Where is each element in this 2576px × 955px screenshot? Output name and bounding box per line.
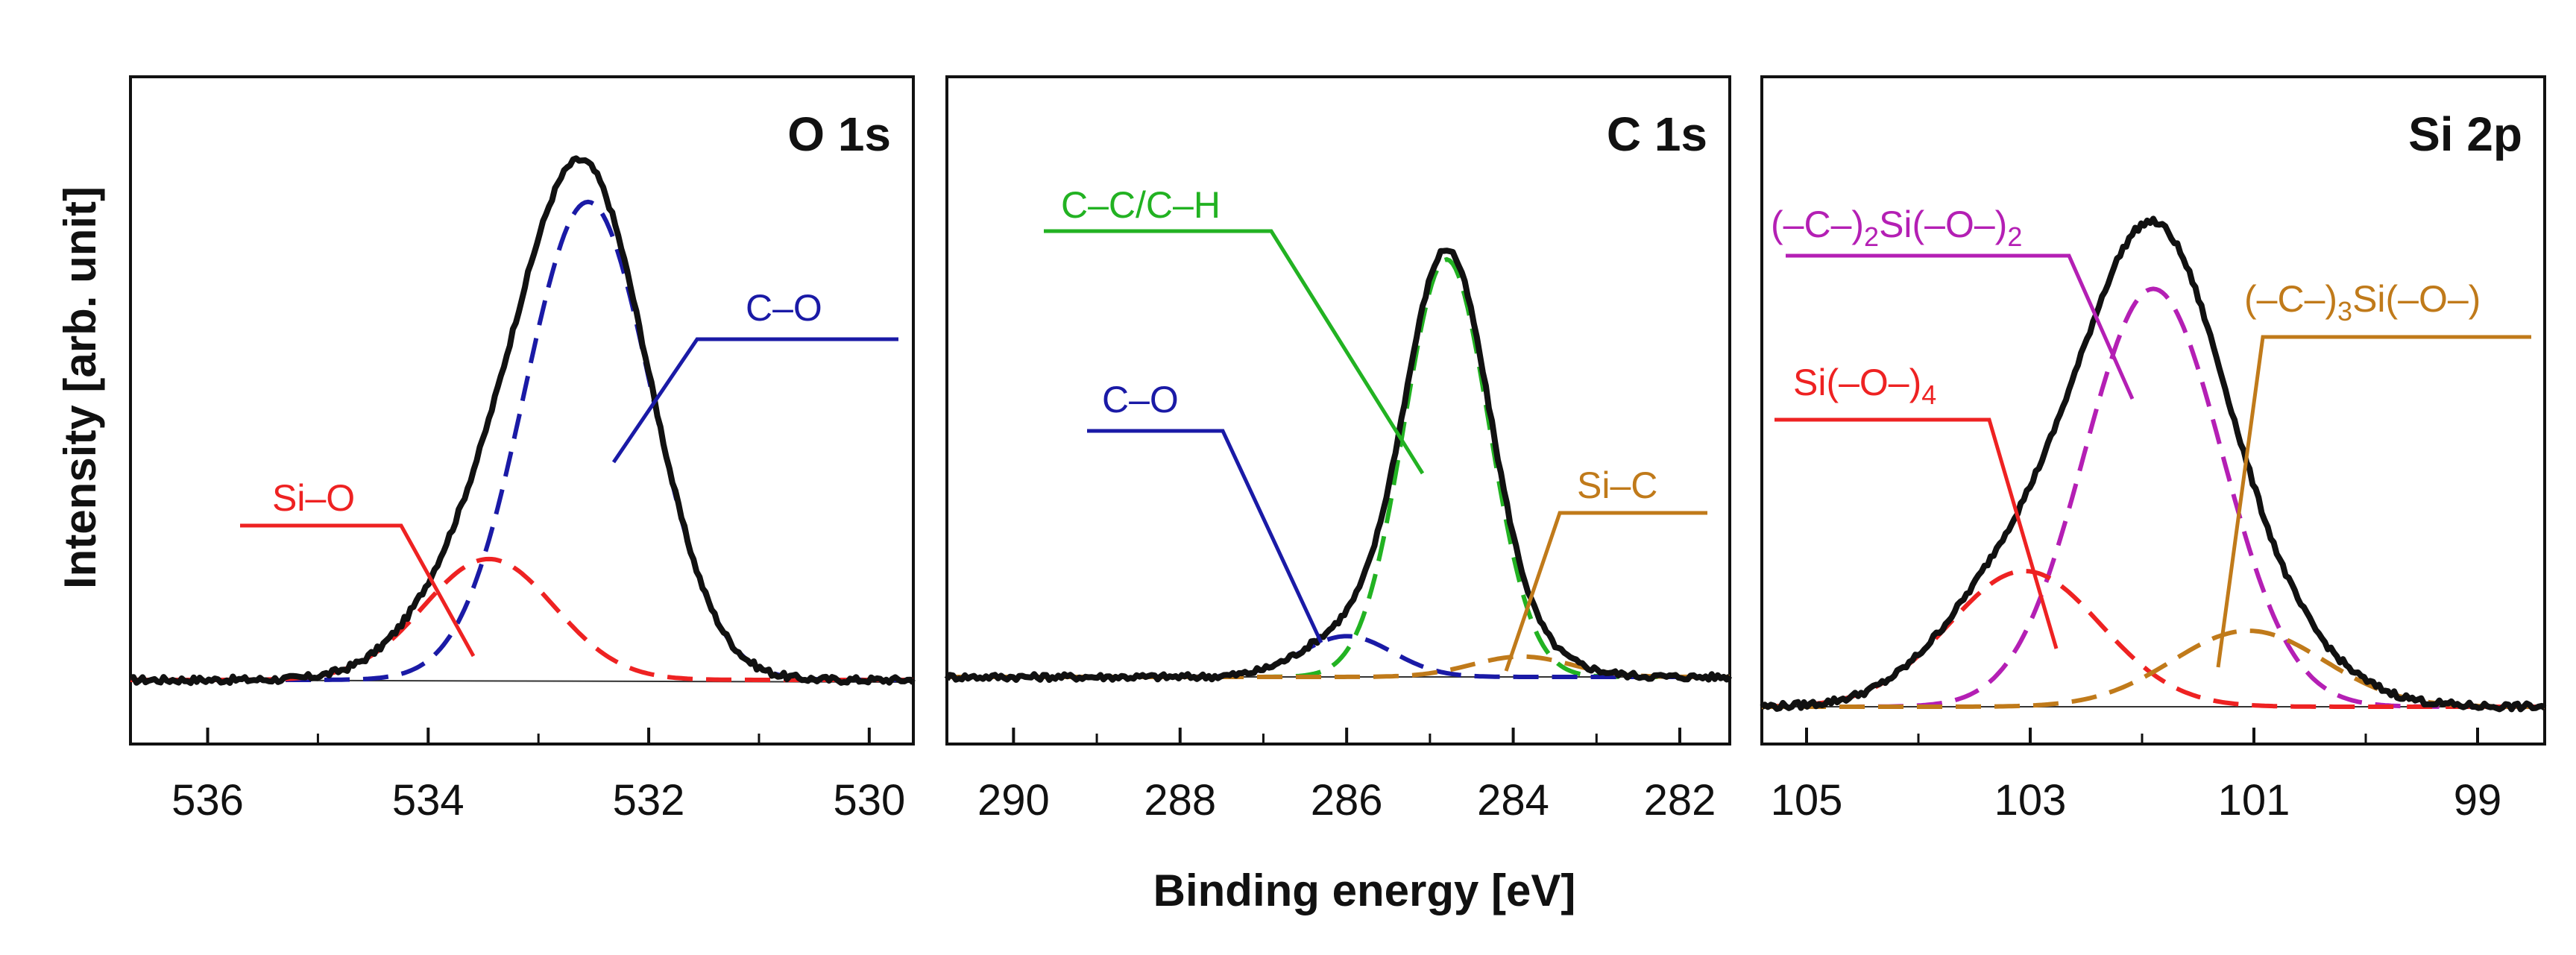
x-tick-label: 284 [1477, 776, 1549, 825]
annotation-c3sio-part2: Si(–O–) [2352, 278, 2481, 320]
annotation-sio4-sub1: 4 [1921, 379, 1936, 410]
x-tick-label: 534 [392, 776, 465, 825]
annotation-line-si-o [240, 523, 476, 658]
annotation-line-si-c [1504, 511, 1707, 672]
x-tick-label: 101 [2218, 776, 2290, 825]
panel-si2p-title: Si 2p [2408, 107, 2522, 161]
annotation-c3sio-sub1: 3 [2337, 296, 2352, 327]
annotation-line-sio4 [1774, 417, 2059, 649]
annotation-c2sio2-sub1: 2 [1864, 221, 1879, 252]
x-tick-label: 288 [1144, 776, 1216, 825]
annotation-c-o: C–O [746, 287, 822, 329]
annotation-c2sio2-sub2: 2 [2007, 221, 2022, 252]
x-tick-label: 532 [613, 776, 685, 825]
annotation-si-o: Si–O [272, 477, 355, 519]
panel-si2p-frame [1760, 75, 2546, 746]
annotation-c2sio2-part1: (–C–) [1771, 204, 1864, 245]
panel-o1s-ticks: 536 534 532 530 [171, 728, 905, 825]
panel-si2p: Si 2p 105 103 101 99 (–C–)2Si(–O–)2 (–C–)3S… [1760, 75, 2547, 825]
panel-c1s-ticks: 290 288 286 284 282 [977, 728, 1716, 825]
annotation-c2sio2: (–C–)2Si(–O–)2 [1771, 204, 2022, 252]
panel-si2p-plot [1760, 215, 2547, 713]
annotation-si-c: Si–C [1577, 464, 1657, 506]
annotation-line-c3sio [2216, 335, 2531, 668]
annotation-line-c2sio2 [1786, 253, 2135, 400]
x-tick-label: 105 [1771, 776, 1843, 825]
panel-o1s-plot [130, 155, 916, 687]
x-tick-label: 290 [977, 776, 1050, 825]
x-tick-label: 282 [1644, 776, 1716, 825]
panel-si2p-ticks: 105 103 101 99 [1771, 728, 2502, 825]
annotation-c2sio2-part2: Si(–O–) [1879, 204, 2007, 245]
panel-o1s-frame [129, 75, 915, 746]
annotation-c-o-2: C–O [1102, 379, 1179, 420]
panel-c1s-plot [944, 248, 1733, 683]
envelope-curve [130, 155, 916, 687]
panel-o1s-title: O 1s [787, 107, 891, 161]
annotation-c3sio-part1: (–C–) [2244, 278, 2337, 320]
y-axis-label: Intensity [arb. unit] [55, 186, 105, 589]
component-curve-c-o [130, 199, 913, 682]
x-tick-label: 99 [2454, 776, 2502, 825]
component-curve-si-o [130, 556, 913, 682]
annotation-line-cc-ch [1044, 229, 1425, 475]
panel-c1s: C 1s 290 288 286 284 282 C–C/C–H C–O Si–C [944, 75, 1733, 825]
annotation-sio4: Si(–O–)4 [1793, 362, 1936, 410]
envelope-curve [944, 248, 1733, 683]
component-curve-c-2si-o-2 [1762, 286, 2545, 709]
x-tick-label: 536 [171, 776, 244, 825]
annotation-c3sio: (–C–)3Si(–O–) [2244, 278, 2481, 327]
component-curve-c-3si-o [1762, 628, 2545, 709]
x-axis-label: Binding energy [eV] [1153, 866, 1576, 915]
x-tick-label: 103 [1994, 776, 2067, 825]
panel-o1s: O 1s 536 534 532 530 C–O Si–O [129, 75, 916, 825]
annotation-line-c-o-2 [1087, 429, 1323, 644]
annotation-cc-ch: C–C/C–H [1061, 184, 1221, 226]
envelope-curve [1760, 215, 2547, 713]
x-tick-label: 286 [1311, 776, 1383, 825]
x-tick-label: 530 [833, 776, 905, 825]
annotation-sio4-part1: Si(–O–) [1793, 362, 1921, 403]
panel-c1s-title: C 1s [1607, 107, 1707, 161]
annotation-line-c-o [611, 337, 898, 464]
panel-c1s-frame [945, 75, 1731, 746]
